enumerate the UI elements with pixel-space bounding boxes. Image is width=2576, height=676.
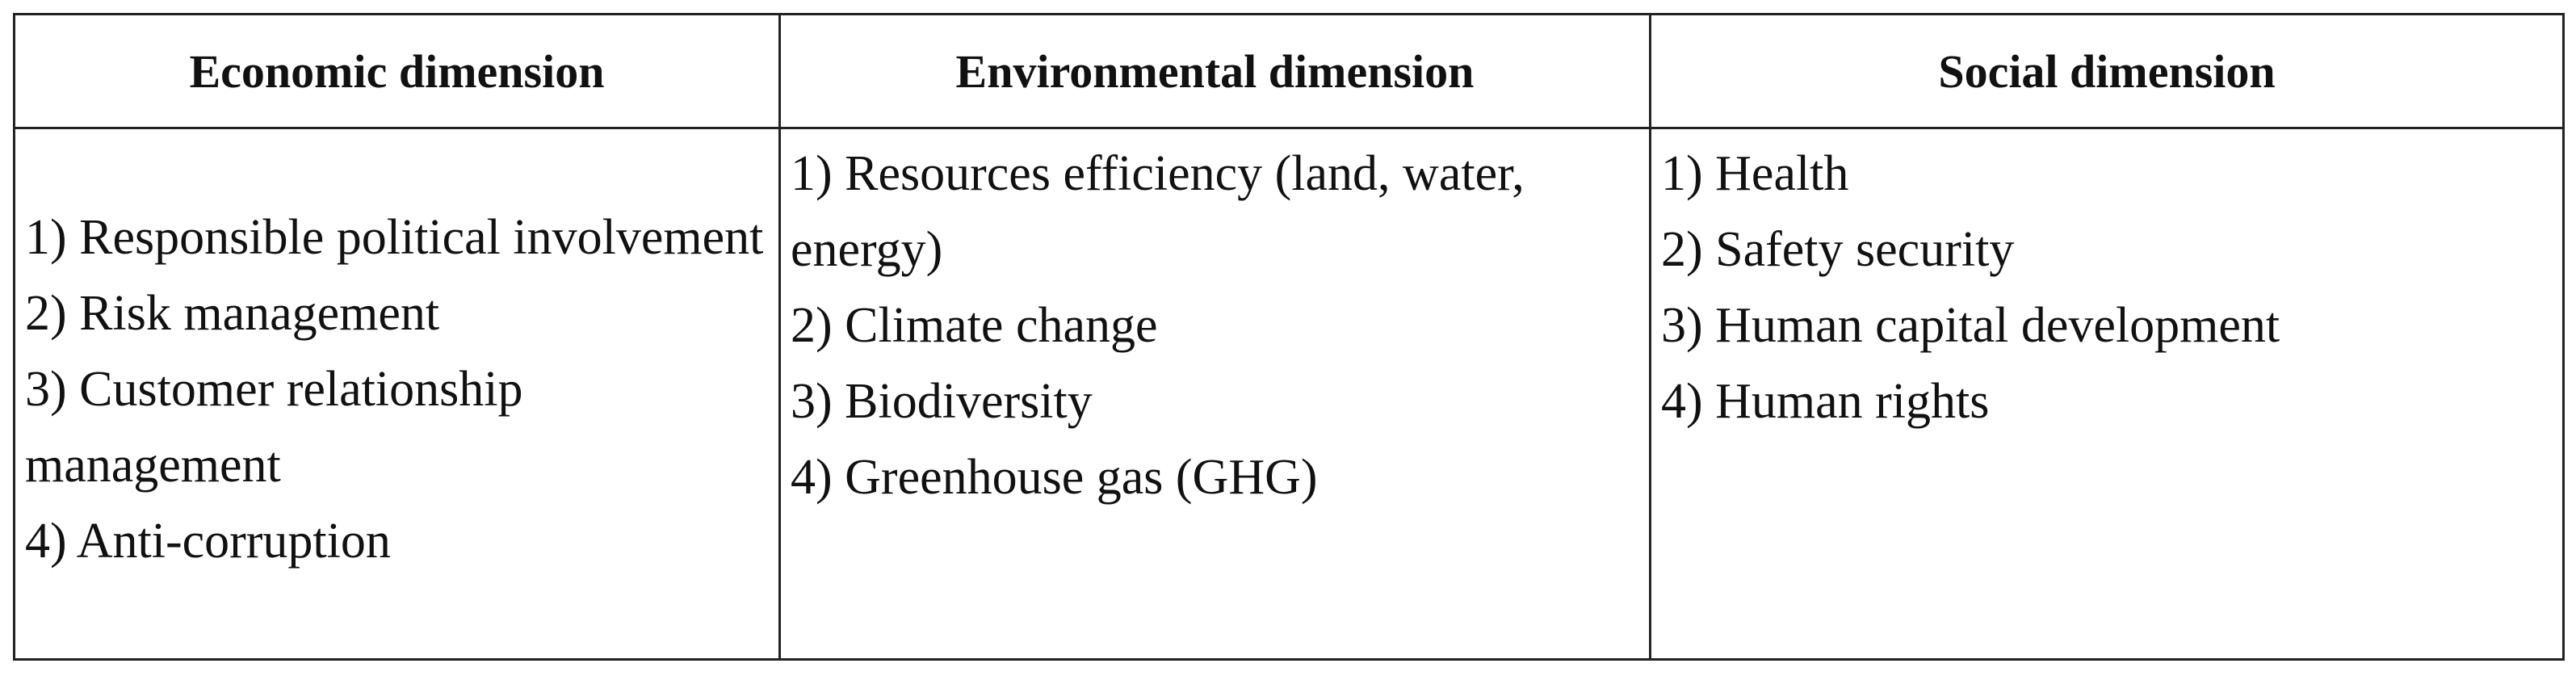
column-header: Social dimension (1649, 13, 2565, 129)
body-row: 1) Responsible political involvement 2) R… (13, 127, 2565, 661)
dimension-cell: 1) Health 2) Safety security 3) Human capi… (1649, 127, 2565, 661)
column-header: Economic dimension (13, 13, 781, 129)
dimensions-table: Economic dimension Environmental dimensio… (13, 13, 2565, 661)
column-header: Environmental dimension (778, 13, 1651, 129)
dimension-item: 3) Customer relationship management (25, 361, 523, 493)
dimension-item: 4) Human rights (1661, 374, 1990, 429)
dimension-item: 3) Human capital development (1661, 298, 2280, 353)
dimension-item: 1) Health (1661, 146, 1849, 201)
dimension-item: 4) Anti-corruption (25, 513, 391, 569)
dimension-cell: 1) Resources efficiency (land, water, en… (778, 127, 1651, 661)
dimension-item: 4) Greenhouse gas (GHG) (791, 450, 1318, 505)
dimension-cell: 1) Responsible political involvement 2) R… (13, 127, 781, 661)
dimension-item: 3) Biodiversity (791, 374, 1093, 429)
dimension-item: 2) Risk management (25, 285, 440, 341)
dimension-item: 1) Responsible political involvement (25, 209, 764, 265)
dimension-item: 2) Safety security (1661, 222, 2015, 277)
dimension-item: 2) Climate change (791, 298, 1158, 353)
header-row: Economic dimension Environmental dimensio… (13, 13, 2565, 129)
dimension-item: 1) Resources efficiency (land, water, en… (791, 146, 1525, 277)
